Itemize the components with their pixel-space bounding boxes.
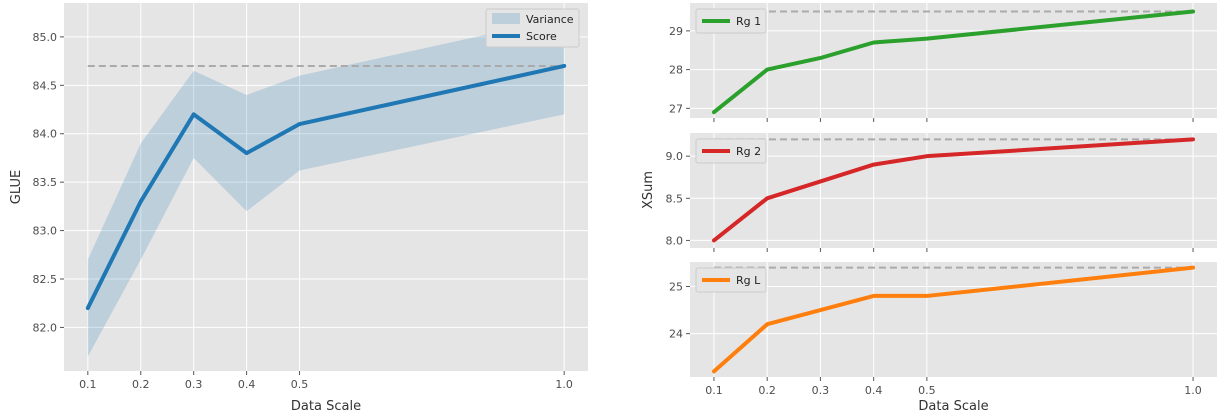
- y-tick-label: 84.5: [33, 79, 58, 92]
- y-tick-label: 27: [669, 102, 683, 115]
- series-line-0: [711, 137, 1196, 243]
- series-line-0: [711, 265, 1196, 374]
- data-point: [766, 197, 768, 200]
- x-tick-label: 0.3: [185, 378, 203, 391]
- x-tick-label: 0.5: [291, 378, 309, 391]
- series-line-0: [85, 63, 567, 311]
- legend: Rg 2: [695, 138, 767, 164]
- y-tick-label: 28: [669, 64, 683, 77]
- data-point: [713, 370, 715, 373]
- data-point: [139, 200, 142, 203]
- plot-area: [690, 133, 1217, 248]
- data-point: [713, 111, 715, 113]
- y-tick-label: 8.0: [666, 234, 684, 247]
- legend-box: [695, 138, 767, 164]
- data-point: [1192, 266, 1194, 269]
- legend-swatch-variance: [492, 13, 520, 24]
- legend: Rg L: [695, 267, 767, 293]
- y-tick-label: 9.0: [666, 150, 684, 163]
- data-point: [926, 37, 928, 40]
- y-tick-label: 29: [669, 25, 683, 38]
- x-tick-label: 0.5: [918, 384, 936, 397]
- x-tick-label: 1.0: [555, 378, 573, 391]
- axes-xsum-rg2: 8.0 8.5 9.0 Rg 2: [666, 133, 1217, 252]
- y-axis-label-xsum: XSum: [641, 171, 656, 209]
- legend: Rg 1: [695, 8, 767, 34]
- data-point: [872, 163, 875, 166]
- x-tick-label: 0.4: [238, 378, 256, 391]
- x-tick-label: 0.1: [79, 378, 97, 391]
- data-point: [1192, 10, 1194, 13]
- x-tick-label: 0.2: [132, 378, 150, 391]
- plot-area: [690, 262, 1217, 377]
- x-tick-label: 0.4: [865, 384, 883, 397]
- legend-box: [695, 8, 767, 34]
- legend-label: Rg 2: [736, 145, 761, 158]
- plot-area: [690, 3, 1217, 118]
- data-point: [192, 113, 195, 116]
- data-point: [819, 309, 822, 311]
- data-point: [1192, 138, 1194, 141]
- x-axis-label-xsum: Data Scale: [918, 399, 988, 414]
- data-point: [819, 57, 822, 59]
- series-line-0: [711, 9, 1196, 115]
- y-tick-label: 83.0: [33, 225, 58, 238]
- y-axis-label: GLUE: [9, 170, 24, 204]
- axes-glue: 82.0 82.5 83.0 83.5 84.0 84.5 85.0 0.1 0.2 0.3 0.4…: [9, 3, 588, 414]
- data-point: [563, 65, 565, 67]
- data-point: [87, 307, 89, 309]
- legend-box: [695, 267, 767, 293]
- x-axis-label: Data Scale: [291, 399, 361, 414]
- data-point: [926, 295, 928, 297]
- y-tick-label: 82.5: [33, 273, 58, 286]
- y-tick-label: 82.0: [33, 321, 58, 334]
- data-point: [298, 123, 301, 125]
- y-tick-label: 84.0: [33, 128, 58, 141]
- legend-label: Rg L: [736, 274, 761, 287]
- y-tick-label: 85.0: [33, 31, 58, 44]
- y-tick-label: 25: [669, 281, 683, 294]
- data-point: [926, 155, 928, 157]
- data-point: [245, 152, 248, 154]
- y-tick-label: 24: [669, 328, 683, 341]
- variance-band: [87, 17, 565, 357]
- x-tick-label: 0.1: [705, 384, 723, 397]
- axes-xsum-rgl: 24 25 0.1 0.2 0.3 0.4 0.5 1.0 Rg L: [669, 262, 1217, 397]
- legend-label-score: Score: [526, 30, 557, 43]
- data-point: [766, 68, 768, 71]
- data-point: [766, 323, 768, 326]
- legend: Variance Score: [485, 8, 580, 48]
- data-point: [819, 180, 822, 183]
- axes-xsum-rg1: 27 28 29 Rg 1: [669, 3, 1217, 122]
- x-tick-label: 1.0: [1184, 384, 1202, 397]
- legend-label-variance: Variance: [526, 13, 574, 26]
- data-point: [713, 239, 715, 242]
- legend-label: Rg 1: [736, 15, 761, 28]
- data-point: [872, 295, 875, 297]
- y-tick-label: 83.5: [33, 176, 58, 189]
- data-point: [872, 41, 875, 44]
- x-tick-label: 0.3: [812, 384, 830, 397]
- x-tick-label: 0.2: [758, 384, 776, 397]
- y-tick-label: 8.5: [666, 192, 684, 205]
